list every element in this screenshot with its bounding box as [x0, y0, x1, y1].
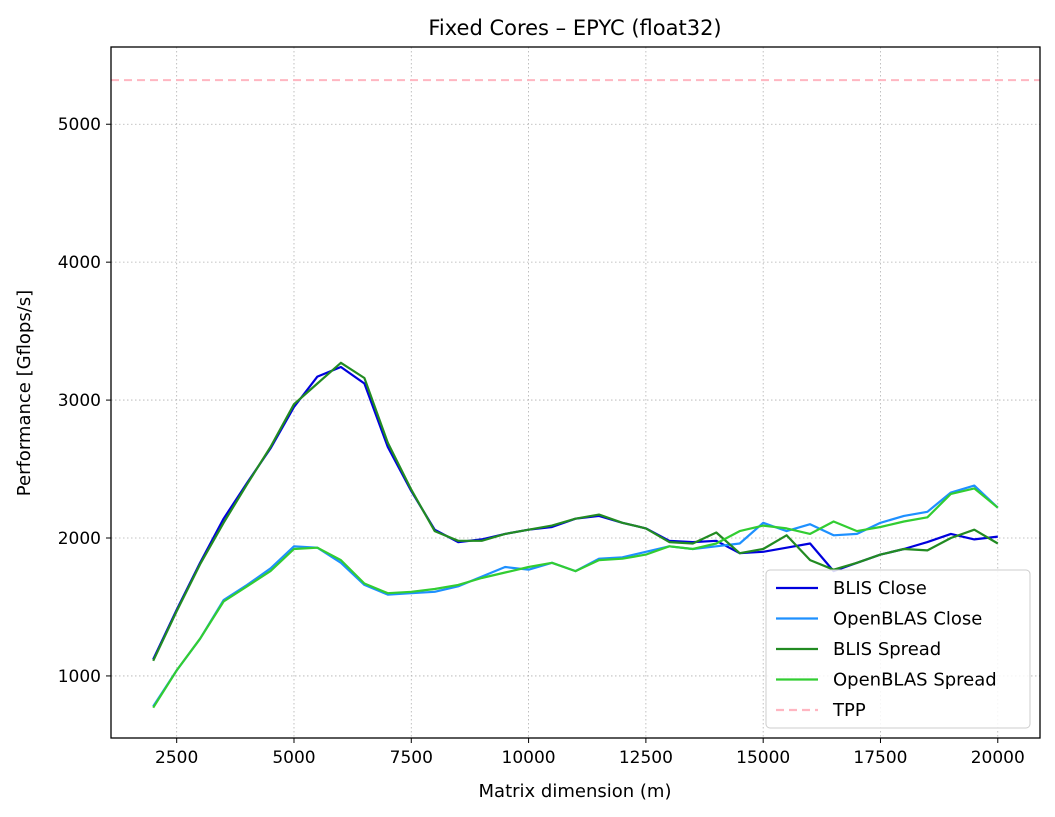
y-tick-label: 1000: [58, 667, 101, 687]
y-tick-label: 3000: [58, 391, 101, 411]
x-tick-label: 2500: [155, 748, 198, 768]
chart-title: Fixed Cores – EPYC (float32): [428, 16, 721, 40]
x-tick-label: 15000: [736, 748, 790, 768]
series-line-openblas-spread: [152, 487, 999, 709]
legend-label: TPP: [832, 700, 866, 721]
legend-label: OpenBLAS Close: [833, 609, 982, 630]
y-tick-label: 2000: [58, 529, 101, 549]
y-tick-label: 4000: [58, 253, 101, 273]
y-axis-ticks: 1000 2000 3000 4000 5000: [58, 115, 111, 687]
grid-lines: [111, 47, 1040, 738]
legend-label: OpenBLAS Spread: [833, 670, 997, 691]
legend-label: BLIS Close: [833, 578, 927, 599]
legend: BLIS Close OpenBLAS Close BLIS Spread OpenB…: [765, 569, 1031, 729]
x-axis-ticks: 2500 5000 7500 10000 12500 15000 17500 20000: [155, 738, 1025, 768]
x-tick-label: 20000: [971, 748, 1025, 768]
legend-label: BLIS Spread: [833, 639, 941, 660]
x-tick-label: 10000: [502, 748, 556, 768]
x-axis-label: Matrix dimension (m): [479, 781, 672, 802]
series-line-blis-spread: [152, 361, 999, 662]
y-axis-label: Performance [Gflops/s]: [14, 290, 35, 496]
series-lines: [152, 361, 999, 709]
x-tick-label: 5000: [272, 748, 315, 768]
x-tick-label: 12500: [619, 748, 673, 768]
y-tick-label: 5000: [58, 115, 101, 135]
legend-box: [765, 569, 1031, 729]
x-tick-label: 17500: [853, 748, 907, 768]
x-tick-label: 7500: [390, 748, 433, 768]
plot-frame: [110, 46, 1041, 739]
